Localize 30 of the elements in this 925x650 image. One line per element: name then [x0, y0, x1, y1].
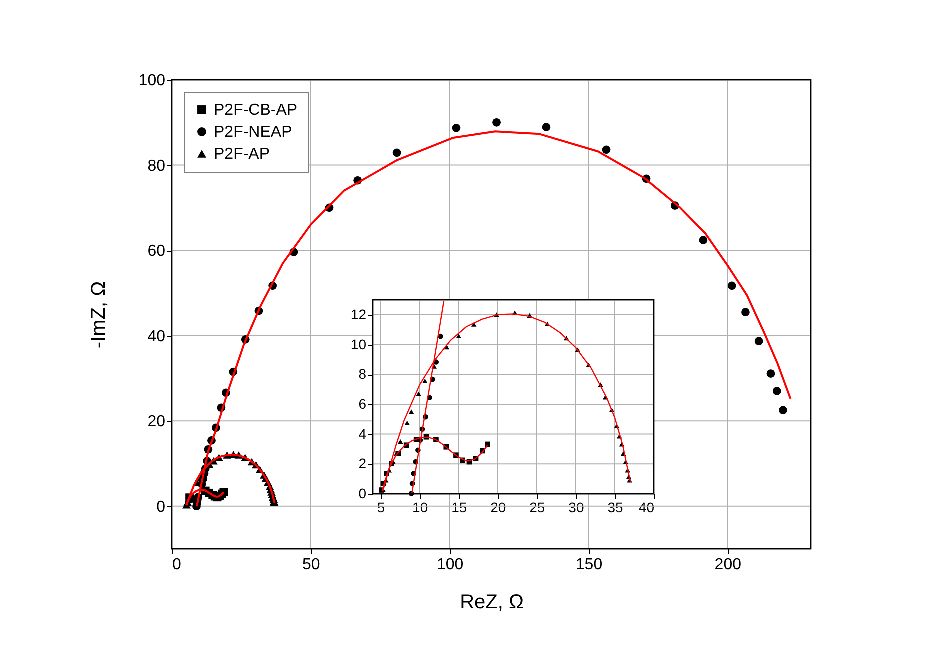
- y-tick-label: 12: [350, 306, 367, 322]
- x-tick-label: 10: [412, 500, 428, 516]
- y-tick-label: 80: [148, 158, 166, 175]
- x-tick-label: 40: [638, 500, 655, 516]
- y-tick-label: 4: [358, 426, 367, 442]
- x-tick-label: 20: [490, 500, 506, 516]
- x-tick-label: 5: [377, 500, 386, 516]
- y-tick-label: 40: [148, 328, 166, 346]
- legend-label: P2F-NEAP: [214, 124, 292, 141]
- y-tick-label: 10: [350, 336, 367, 352]
- y-tick-label: 2: [358, 456, 367, 472]
- x-tick-label: 150: [576, 556, 603, 574]
- x-tick-label: 50: [302, 556, 320, 574]
- x-tick-label: 200: [714, 556, 742, 574]
- x-tick-label: 0: [172, 556, 182, 574]
- y-tick-label: 0: [358, 486, 367, 502]
- x-tick-label: 25: [530, 500, 546, 516]
- x-tick-label: 100: [436, 556, 464, 574]
- x-axis-title: ReZ, Ω: [460, 592, 524, 614]
- x-tick-label: 15: [452, 500, 468, 516]
- legend-label: P2F-AP: [214, 146, 270, 163]
- y-tick-label: 20: [148, 414, 166, 431]
- y-tick-label: 8: [358, 366, 367, 382]
- y-tick-label: 60: [148, 243, 166, 260]
- y-tick-label: 6: [358, 396, 367, 412]
- legend-label: P2F-CB-AP: [214, 102, 298, 119]
- y-axis-title: -ImZ, Ω: [88, 281, 110, 349]
- y-tick-label: 100: [138, 72, 166, 90]
- x-tick-label: 35: [608, 500, 624, 516]
- x-tick-label: 30: [568, 500, 584, 516]
